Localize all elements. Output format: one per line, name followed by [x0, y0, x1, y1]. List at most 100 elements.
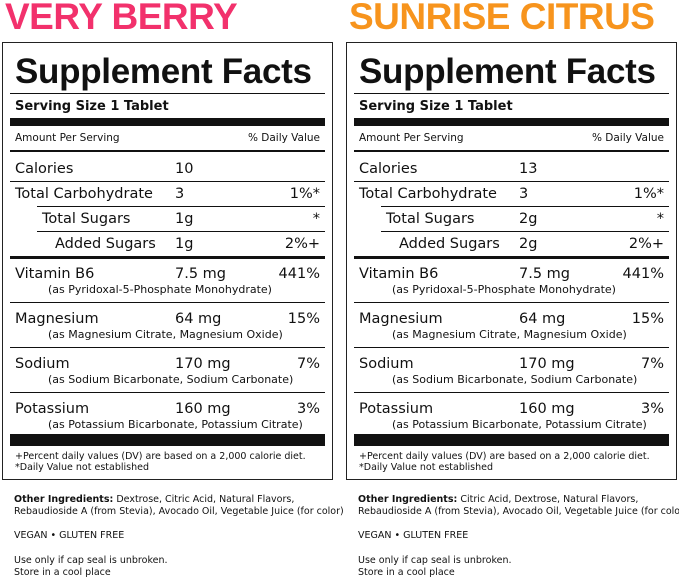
ingredients-text: Dextrose, Citric Acid, Natural Flavors, … [14, 494, 344, 517]
nutrient-amount: 170 mg [175, 356, 231, 372]
nutrient-name: Magnesium [15, 311, 99, 327]
nutrient-name: Added Sugars [55, 236, 156, 252]
nutrient-source: (as Magnesium Citrate, Magnesium Oxide) [48, 328, 283, 341]
facts-title: Supplement Facts [359, 52, 656, 91]
rule [354, 347, 669, 348]
storage-note: Store in a cool place [14, 567, 111, 578]
nutrient-name: Potassium [15, 401, 90, 417]
nutrient-amount: 13 [519, 161, 538, 177]
panel: VERY BERRY Supplement Facts Serving Size 1… [0, 0, 344, 579]
nutrient-amount: 170 mg [519, 356, 575, 372]
nutrient-amount: 160 mg [519, 401, 575, 417]
nutrient-source: (as Potassium Bicarbonate, Potassium Cit… [392, 418, 647, 431]
nutrient-dv: 2%+ [284, 236, 320, 252]
facts-title: Supplement Facts [15, 52, 312, 91]
nutrient-source: (as Pyridoxal-5-Phosphate Monohydrate) [392, 283, 616, 296]
nutrient-amount: 7.5 mg [175, 266, 226, 282]
amount-header: Amount Per Serving [359, 132, 464, 144]
nutrient-amount: 160 mg [175, 401, 231, 417]
nutrient-source: (as Potassium Bicarbonate, Potassium Cit… [48, 418, 303, 431]
nutrient-name: Total Sugars [42, 211, 131, 227]
nutrient-name: Sodium [359, 356, 414, 372]
rule [10, 150, 325, 152]
facts-inner: Supplement Facts Serving Size 1 Tablet Amo… [346, 0, 677, 480]
nutrient-name: Total Sugars [386, 211, 475, 227]
nutrient-amount: 2g [519, 236, 538, 252]
rule [10, 434, 325, 446]
dv-header: % Daily Value [247, 132, 320, 144]
nutrient-amount: 3 [519, 186, 529, 202]
ingredients-label: Other Ingredients: [14, 494, 114, 505]
rule [10, 93, 325, 94]
serving-size: Serving Size 1 Tablet [359, 99, 513, 114]
nutrient-dv: 441% [622, 266, 664, 282]
nutrient-amount: 7.5 mg [519, 266, 570, 282]
nutrient-amount: 2g [519, 211, 538, 227]
other-ingredients: Other Ingredients: Dextrose, Citric Acid… [14, 494, 344, 518]
nutrient-name: Potassium [359, 401, 434, 417]
rule [354, 118, 669, 126]
nutrient-name: Total Carbohydrate [359, 186, 497, 202]
serving-size: Serving Size 1 Tablet [15, 99, 169, 114]
brand-title: VERY BERRY [5, 0, 238, 37]
panel: SUNRISE CITRUS Supplement Facts Serving Si… [344, 0, 679, 579]
nutrient-dv: 7% [296, 356, 320, 372]
nutrient-dv: 2%+ [628, 236, 664, 252]
other-ingredients: Other Ingredients: Citric Acid, Dextrose… [358, 494, 679, 518]
rule [10, 256, 325, 259]
nutrient-amount: 64 mg [519, 311, 566, 327]
rule [10, 392, 325, 393]
rule [354, 434, 669, 446]
nutrient-name: Total Carbohydrate [15, 186, 153, 202]
ingredients-label: Other Ingredients: [358, 494, 458, 505]
nutrient-dv: * [656, 211, 664, 227]
nutrient-dv: 7% [640, 356, 664, 372]
footnote: *Daily Value not established [15, 462, 149, 473]
rule [10, 118, 325, 126]
rule [37, 206, 325, 207]
nutrient-amount: 10 [175, 161, 194, 177]
nutrient-dv: 3% [640, 401, 664, 417]
nutrient-dv: 3% [296, 401, 320, 417]
footnote: +Percent daily values (DV) are based on … [359, 451, 650, 462]
nutrient-amount: 3 [175, 186, 185, 202]
rule [10, 181, 325, 182]
nutrient-dv: 1%* [289, 186, 320, 202]
rule [10, 347, 325, 348]
rule [354, 392, 669, 393]
rule [354, 302, 669, 303]
nutrient-source: (as Sodium Bicarbonate, Sodium Carbonate… [48, 373, 294, 386]
claims: VEGAN • GLUTEN FREE [14, 530, 125, 541]
rule [37, 231, 325, 232]
nutrient-amount: 1g [175, 236, 194, 252]
rule [354, 256, 669, 259]
nutrient-amount: 64 mg [175, 311, 222, 327]
nutrient-name: Vitamin B6 [359, 266, 439, 282]
facts-box [346, 42, 677, 480]
nutrient-dv: 441% [278, 266, 320, 282]
nutrient-name: Vitamin B6 [15, 266, 95, 282]
nutrient-name: Added Sugars [399, 236, 500, 252]
rule [354, 150, 669, 152]
rule [381, 231, 669, 232]
nutrient-name: Calories [359, 161, 418, 177]
ingredients-text: Citric Acid, Dextrose, Natural Flavors, … [358, 494, 679, 517]
storage-note: Use only if cap seal is unbroken. [14, 555, 168, 566]
nutrient-source: (as Magnesium Citrate, Magnesium Oxide) [392, 328, 627, 341]
nutrient-source: (as Sodium Bicarbonate, Sodium Carbonate… [392, 373, 638, 386]
nutrient-source: (as Pyridoxal-5-Phosphate Monohydrate) [48, 283, 272, 296]
nutrient-name: Calories [15, 161, 74, 177]
nutrient-name: Sodium [15, 356, 70, 372]
nutrient-dv: 15% [631, 311, 664, 327]
amount-header: Amount Per Serving [15, 132, 120, 144]
nutrient-dv: 1%* [633, 186, 664, 202]
facts-box [2, 42, 333, 480]
rule [354, 93, 669, 94]
nutrient-dv: * [312, 211, 320, 227]
rule [381, 206, 669, 207]
rule [10, 302, 325, 303]
storage-note: Store in a cool place [358, 567, 455, 578]
rule [354, 181, 669, 182]
nutrient-name: Magnesium [359, 311, 443, 327]
